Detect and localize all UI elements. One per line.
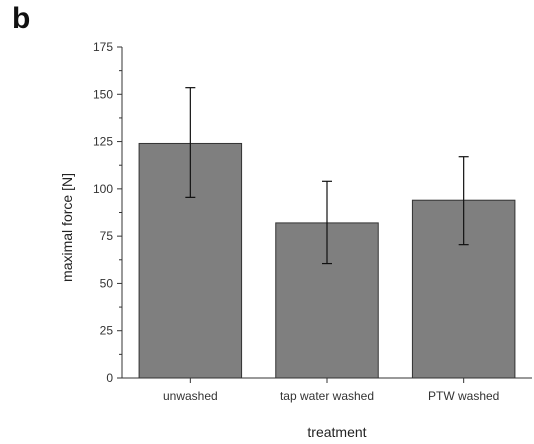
panel-letter: b xyxy=(12,2,31,35)
bar-0 xyxy=(138,142,243,379)
x-tick-label-0: unwashed xyxy=(163,389,218,403)
y-tick-label-3: 75 xyxy=(100,229,114,243)
axes-group: unwashed tap water washed PTW washed 0 25 50 7… xyxy=(93,40,532,403)
x-tick-label-2: PTW washed xyxy=(428,389,499,403)
error-bars-group xyxy=(185,87,469,265)
y-tick-label-0: 0 xyxy=(106,371,113,385)
y-tick-label-7: 175 xyxy=(93,40,113,54)
y-tick-label-1: 25 xyxy=(100,324,114,338)
x-tick-label-1: tap water washed xyxy=(280,389,374,403)
y-tick-label-4: 100 xyxy=(93,182,113,196)
y-tick-label-2: 50 xyxy=(100,276,114,290)
y-axis-label: maximal force [N] xyxy=(59,173,75,282)
y-tick-label-6: 150 xyxy=(93,87,113,101)
x-axis-label: treatment xyxy=(307,424,366,440)
y-tick-label-5: 125 xyxy=(93,135,113,149)
bars-group xyxy=(138,142,516,379)
